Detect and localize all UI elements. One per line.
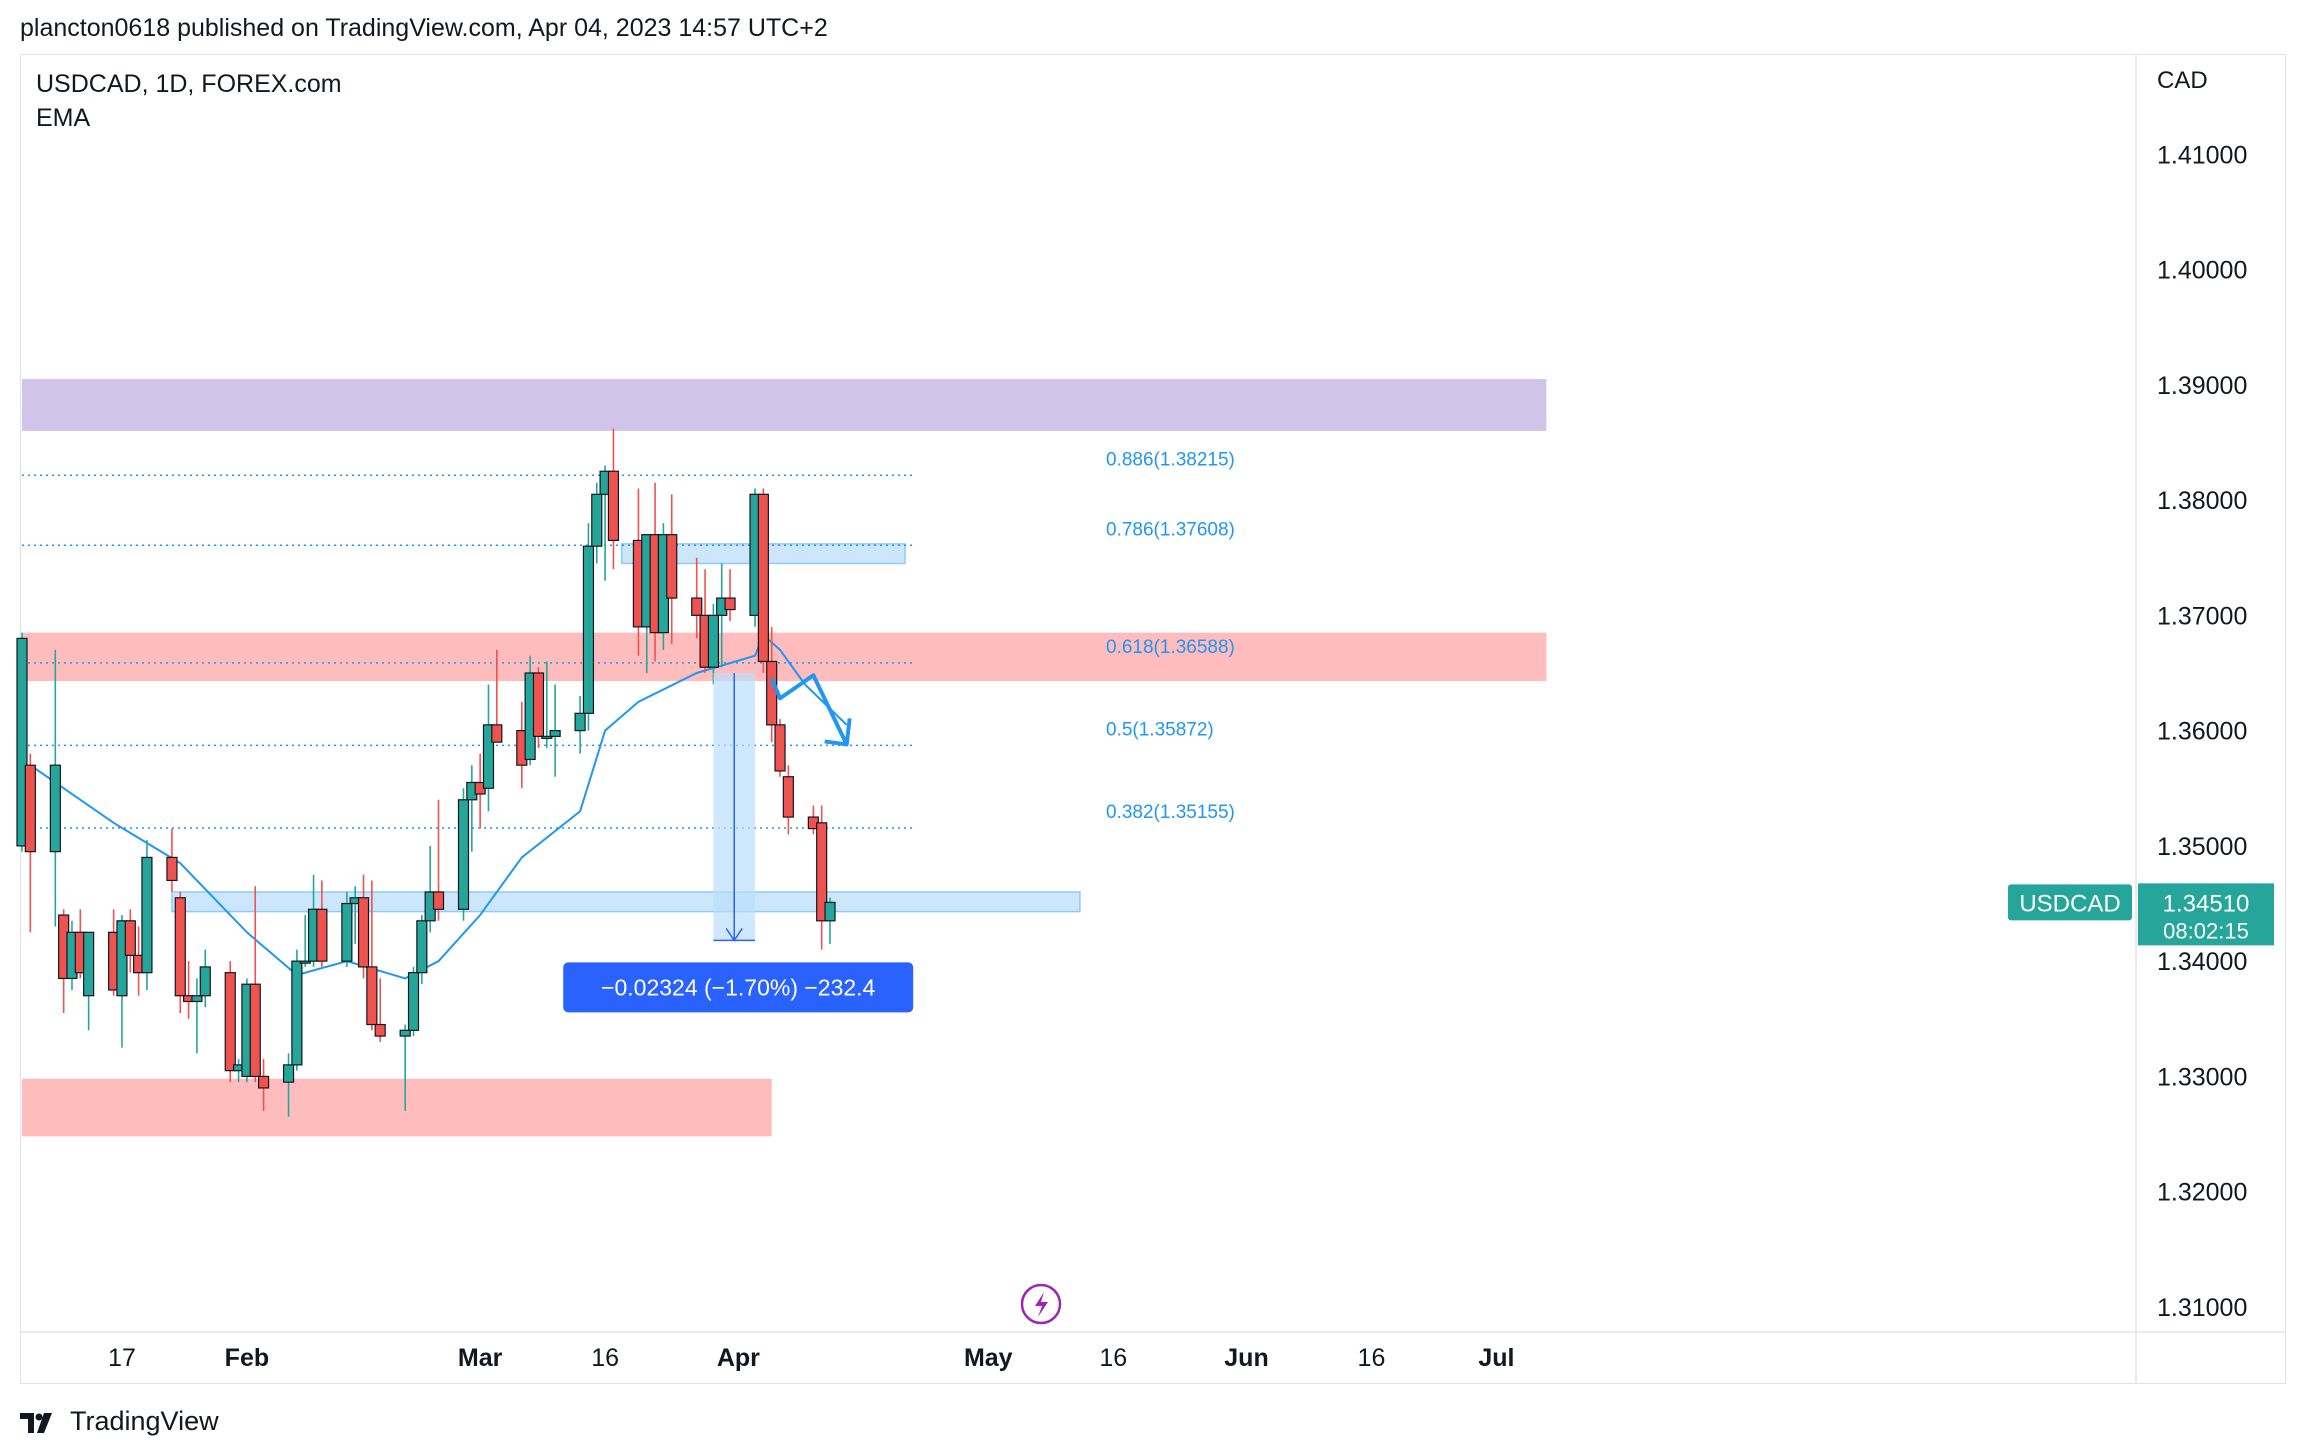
x-tick-label: 16: [591, 1344, 619, 1372]
candle-bull: [116, 920, 128, 997]
y-tick-label: 1.32000: [2157, 1179, 2247, 1207]
y-tick-label: 1.35000: [2157, 833, 2247, 861]
fib-label: 0.786(1.37608): [1106, 519, 1235, 540]
last-price-value: 1.34510: [2163, 890, 2250, 917]
brand-name: TradingView: [70, 1406, 219, 1436]
projection-path: [769, 673, 849, 746]
candle-bear: [224, 972, 236, 1072]
candle-bull: [591, 493, 603, 547]
candle-bear: [766, 660, 778, 726]
x-tick-label: Apr: [717, 1344, 760, 1372]
candle-bull: [341, 902, 353, 962]
candle-bull: [482, 724, 495, 789]
x-tick-label: Jul: [1478, 1344, 1514, 1372]
candle-bear: [757, 493, 769, 663]
candle-bear: [366, 966, 378, 1026]
candle-bear: [174, 897, 186, 997]
bar-countdown: 08:02:15: [2163, 918, 2249, 943]
candle-bear: [782, 776, 794, 818]
y-tick-label: 1.33000: [2157, 1063, 2247, 1091]
candle-bear: [316, 908, 328, 962]
measure-label: −0.02324 (−1.70%) −232.4: [601, 974, 876, 1000]
y-tick-label: 1.41000: [2157, 141, 2247, 169]
x-tick-label: Feb: [225, 1344, 269, 1372]
candle-bull: [191, 995, 203, 1003]
candle-bull: [299, 960, 311, 964]
candle-bear: [724, 597, 736, 611]
x-tick-label: 17: [108, 1344, 136, 1372]
candle-bear: [432, 891, 445, 910]
y-tick-label: 1.34000: [2157, 948, 2247, 976]
zone-purple-0: [22, 379, 1547, 431]
candle-bear: [691, 597, 703, 616]
lightning-icon: [1035, 1292, 1048, 1317]
candle-bear: [532, 672, 545, 737]
candle-bull: [16, 637, 28, 847]
zone-blue-3: [171, 891, 1081, 913]
candle-bull: [416, 920, 428, 974]
candle-bull: [824, 901, 836, 922]
currency-label: CAD: [2157, 67, 2208, 94]
candle-bear: [491, 724, 503, 743]
candle-bull: [83, 931, 95, 997]
fib-label: 0.886(1.38215): [1106, 449, 1235, 470]
candle-bull: [141, 856, 153, 974]
candle-bear: [607, 470, 620, 542]
fib-label: 0.5(1.35872): [1106, 719, 1214, 740]
candle-bull: [707, 614, 719, 668]
y-tick-label: 1.39000: [2157, 372, 2247, 400]
y-tick-label: 1.37000: [2157, 602, 2247, 630]
candle-bull: [291, 960, 303, 1066]
measure-label-box: [563, 962, 914, 1013]
symbol-title[interactable]: USDCAD, 1D, FOREX.com: [36, 70, 342, 98]
tradingview-brand[interactable]: TradingView: [20, 1406, 219, 1437]
indicator-label[interactable]: EMA: [36, 104, 91, 132]
candle-bear: [374, 1023, 386, 1037]
projection-arrow-head: [824, 718, 852, 747]
candle-bear: [166, 856, 178, 882]
y-tick-label: 1.31000: [2157, 1294, 2247, 1322]
x-tick-label: Jun: [1224, 1344, 1268, 1372]
candle-bear: [357, 897, 370, 968]
y-tick-label: 1.38000: [2157, 487, 2247, 515]
candle-bull: [407, 972, 420, 1031]
fib-label: 0.382(1.35155): [1106, 802, 1235, 823]
x-tick-label: 16: [1099, 1344, 1127, 1372]
x-tick-label: Mar: [458, 1344, 503, 1372]
candle-bull: [282, 1064, 295, 1083]
candle-bull: [574, 712, 586, 732]
candle-bear: [774, 724, 786, 772]
candle-bull: [399, 1029, 411, 1037]
last-price-badge: [2138, 883, 2274, 946]
chart-canvas[interactable]: 0.886(1.38215) 0.786(1.37608) 0.618(1.3658…: [0, 0, 2304, 1400]
candle-bull: [549, 730, 561, 737]
tradingview-logo-icon: [20, 1412, 52, 1433]
candle-bear: [249, 983, 261, 1078]
candle-bear: [24, 764, 36, 853]
x-tick-label: 16: [1358, 1344, 1386, 1372]
candle-bull: [541, 735, 553, 739]
fib-label: 0.618(1.36588): [1106, 637, 1235, 658]
candle-bear: [816, 822, 828, 922]
symbol-price-badge: [2008, 884, 2132, 921]
candle-bull: [457, 799, 470, 910]
y-tick-label: 1.40000: [2157, 257, 2247, 285]
symbol-badge-label: USDCAD: [2019, 890, 2120, 917]
zone-red-2: [22, 1078, 772, 1137]
candle-bull: [582, 545, 595, 714]
candle-bear: [257, 1075, 270, 1089]
x-tick-label: May: [964, 1344, 1013, 1372]
y-tick-label: 1.36000: [2157, 718, 2247, 746]
candle-bull: [49, 764, 61, 853]
publish-info: plancton0618 published on TradingView.co…: [20, 14, 828, 42]
candle-bull: [199, 966, 211, 997]
candle-bear: [124, 920, 136, 956]
candle-bear: [666, 534, 678, 599]
